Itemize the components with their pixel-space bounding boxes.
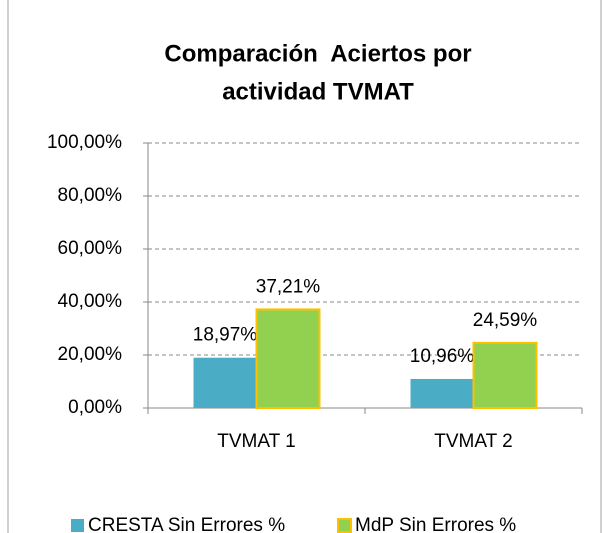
bar <box>255 308 321 409</box>
bar <box>193 357 257 408</box>
bar <box>410 378 474 408</box>
data-label: 18,97% <box>193 325 258 346</box>
x-tick-label: TVMAT 1 <box>217 431 295 452</box>
data-label: 24,59% <box>473 310 538 331</box>
chart-border <box>7 0 602 533</box>
y-tick-label: 0,00% <box>68 397 122 418</box>
legend-label: CRESTA Sin Errores % <box>88 515 285 533</box>
x-tick-label: TVMAT 2 <box>434 431 512 452</box>
y-tick-label: 100,00% <box>47 132 122 153</box>
chart-title: Comparación Aciertos por <box>164 40 471 67</box>
bar <box>472 341 538 409</box>
chart-title: actividad TVMAT <box>222 78 414 105</box>
y-tick-label: 60,00% <box>58 238 123 259</box>
y-tick-label: 40,00% <box>58 291 123 312</box>
legend-label: MdP Sin Errores % <box>355 515 516 533</box>
data-label: 37,21% <box>256 276 321 297</box>
legend-swatch <box>337 518 352 533</box>
legend-swatch <box>71 519 84 532</box>
data-label: 10,96% <box>410 346 475 367</box>
y-tick-label: 20,00% <box>58 344 123 365</box>
y-tick-label: 80,00% <box>58 185 123 206</box>
